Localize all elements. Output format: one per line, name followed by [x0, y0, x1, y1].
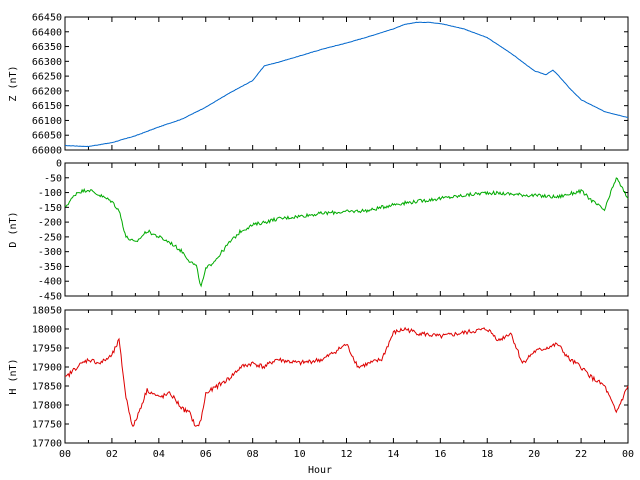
d-y-tick-label: -400	[38, 277, 62, 288]
x-tick-label: 10	[294, 449, 306, 460]
h-series-line	[64, 326, 629, 428]
h-y-tick-label: 18000	[32, 325, 62, 336]
d-y-tick-label: 0	[56, 159, 62, 170]
d-y-tick-label: -150	[38, 203, 62, 214]
h-component-panel: 17700 17750 17800 17850 17900 17950 18000 18050…	[8, 306, 634, 461]
x-tick-label: 22	[575, 449, 587, 460]
h-y-axis-title: H (nT)	[8, 358, 19, 394]
d-y-tick-label: -450	[38, 292, 62, 303]
x-tick-label: 00	[622, 449, 634, 460]
z-y-tick-label: 66250	[32, 72, 62, 83]
d-series-line	[64, 177, 629, 288]
d-component-panel: -450 -400 -350 -300 -250 -200 -150 -100 -50 0 D (n…	[8, 159, 629, 303]
x-tick-label: 04	[153, 449, 165, 460]
h-y-tick-label: 17850	[32, 382, 62, 393]
x-tick-label: 16	[434, 449, 446, 460]
x-tick-label: 14	[387, 449, 399, 460]
h-y-tick-label: 17900	[32, 363, 62, 374]
x-tick-label: 02	[106, 449, 118, 460]
z-y-tick-label: 66300	[32, 57, 62, 68]
z-series-line	[64, 21, 629, 148]
z-y-tick-label: 66050	[32, 131, 62, 142]
d-y-tick-label: -100	[38, 188, 62, 199]
x-axis-title: Hour	[308, 465, 332, 476]
z-component-panel: 66000 66050 66100 66150 66200 66250 66300 66350…	[8, 13, 629, 157]
h-y-tick-label: 17950	[32, 344, 62, 355]
z-y-tick-label: 66400	[32, 27, 62, 38]
d-y-tick-label: -50	[44, 173, 62, 184]
z-y-tick-label: 66200	[32, 86, 62, 97]
d-y-tick-label: -200	[38, 218, 62, 229]
d-y-tick-label: -250	[38, 232, 62, 243]
z-y-axis-title: Z (nT)	[8, 65, 19, 101]
x-tick-label: 12	[340, 449, 352, 460]
d-plot-frame	[64, 162, 629, 297]
h-y-tick-label: 17800	[32, 401, 62, 412]
x-tick-label: 00	[59, 449, 71, 460]
x-tick-label: 08	[247, 449, 259, 460]
d-y-axis-title: D (nT)	[8, 211, 19, 247]
z-y-tick-label: 66000	[32, 146, 62, 157]
z-y-tick-label: 66350	[32, 42, 62, 53]
x-tick-label: 20	[528, 449, 540, 460]
z-y-tick-label: 66450	[32, 13, 62, 24]
d-y-tick-label: -300	[38, 247, 62, 258]
x-tick-label: 06	[200, 449, 212, 460]
h-y-tick-label: 18050	[32, 306, 62, 317]
z-y-tick-label: 66150	[32, 101, 62, 112]
z-y-tick-label: 66100	[32, 116, 62, 127]
h-plot-frame	[64, 309, 629, 444]
h-y-tick-label: 17700	[32, 439, 62, 450]
d-y-tick-label: -350	[38, 262, 62, 273]
x-tick-label: 18	[481, 449, 493, 460]
h-y-tick-label: 17750	[32, 420, 62, 431]
